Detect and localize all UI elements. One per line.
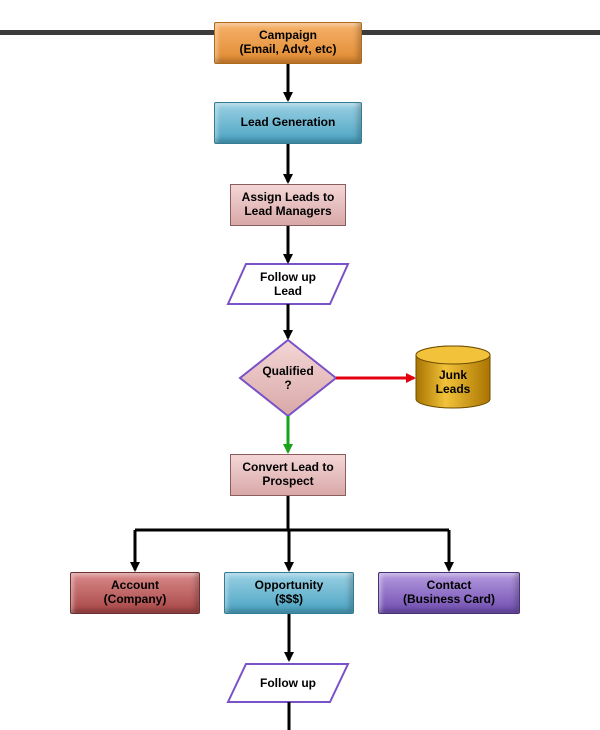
node-convert: Convert Lead toProspect [230,454,346,496]
node-label: Convert Lead toProspect [242,461,333,489]
node-label: Assign Leads toLead Managers [242,191,335,219]
node-lead_gen: Lead Generation [214,102,362,144]
node-opportunity: Opportunity($$$) [224,572,354,614]
node-label: Qualified? [240,340,336,416]
node-label: Campaign(Email, Advt, etc) [240,29,337,57]
node-label: Follow upLead [228,264,348,304]
node-account: Account(Company) [70,572,200,614]
node-campaign: Campaign(Email, Advt, etc) [214,22,362,64]
node-label: JunkLeads [416,355,490,408]
node-contact: Contact(Business Card) [378,572,520,614]
node-label: Lead Generation [241,116,336,130]
node-label: Follow up [228,664,348,702]
node-assign: Assign Leads toLead Managers [230,184,346,226]
node-label: Contact(Business Card) [403,579,495,607]
node-label: Account(Company) [104,579,167,607]
node-label: Opportunity($$$) [255,579,324,607]
flowchart-canvas: Campaign(Email, Advt, etc) Lead Generatio… [0,0,600,730]
